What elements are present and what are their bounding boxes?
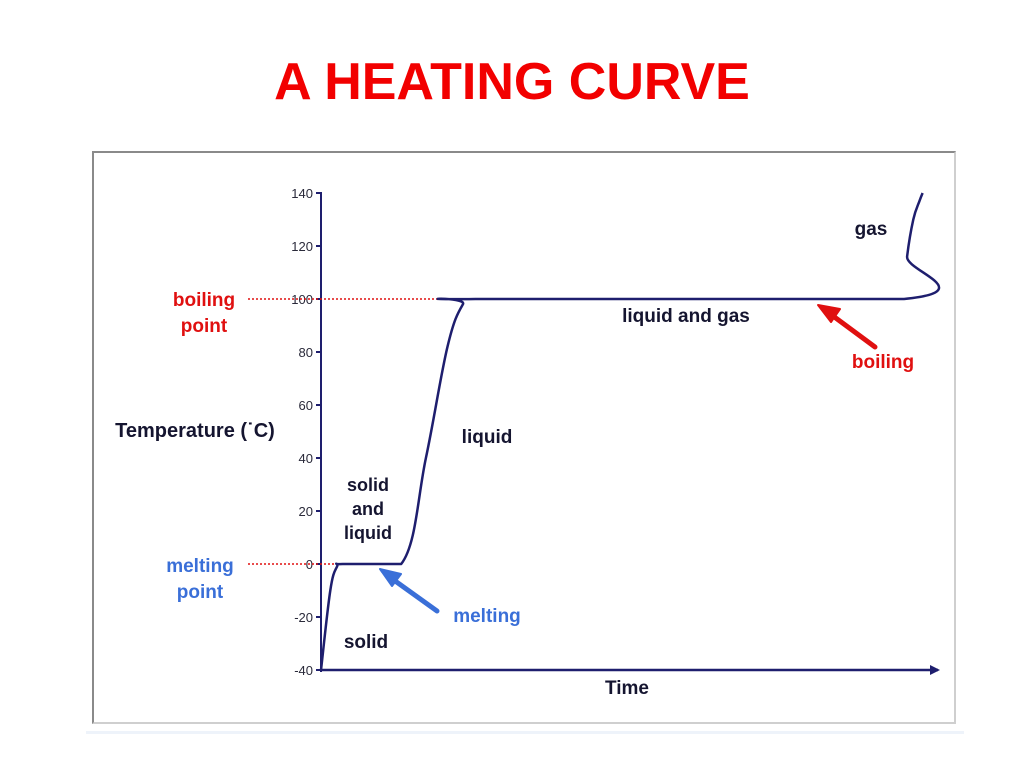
y-tick-label: -20 [294, 610, 313, 625]
region-label-solid-and-liquid-1: solid [347, 475, 389, 495]
y-tick-label: 140 [291, 186, 313, 201]
boiling-annotation: boiling [852, 352, 914, 373]
y-tick-label: 120 [291, 239, 313, 254]
melting-annotation: melting [453, 606, 521, 627]
y-tick-label: -40 [294, 663, 313, 678]
frame-shadow [86, 731, 964, 734]
boiling-point-label-1: boiling [173, 290, 235, 311]
boiling-point-label-2: point [181, 316, 228, 337]
boiling-arrow [817, 304, 878, 350]
y-axis-ticks: 140120100806040200-20-40 [291, 186, 321, 678]
heating-curve-line [319, 192, 941, 671]
y-tick-label: 60 [299, 398, 313, 413]
melting-arrow [379, 568, 440, 614]
melting-point-label-2: point [177, 582, 224, 603]
region-label-solid: solid [344, 632, 388, 653]
y-tick-label: 40 [299, 451, 313, 466]
y-axis: 140120100806040200-20-40 [291, 186, 322, 678]
region-label-solid-and-liquid-3: liquid [344, 523, 392, 543]
region-label-gas: gas [855, 219, 888, 240]
region-label-liquid: liquid [462, 427, 513, 448]
chart-frame [92, 151, 956, 724]
melting-point-label-1: melting [166, 556, 234, 577]
y-tick-label: 80 [299, 345, 313, 360]
x-axis-label: Time [605, 678, 649, 699]
region-label-liquid-and-gas: liquid and gas [622, 306, 750, 327]
region-label-solid-and-liquid-2: and [352, 499, 384, 519]
y-axis-label: Temperature (˙C) [115, 420, 275, 442]
slide-title: A HEATING CURVE [274, 53, 750, 111]
y-tick-label: 100 [291, 292, 313, 307]
y-tick-label: 20 [299, 504, 313, 519]
